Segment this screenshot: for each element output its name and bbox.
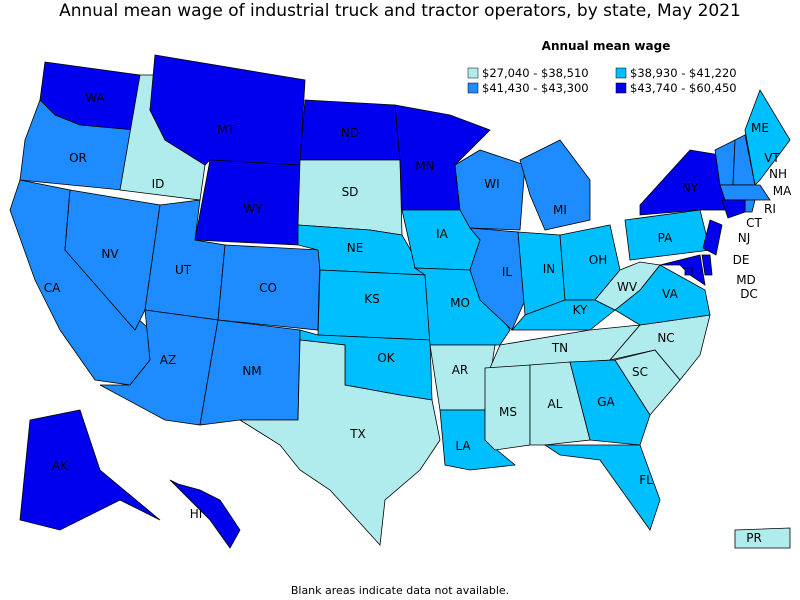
footnote: Blank areas indicate data not available. [291, 584, 509, 597]
state-label: IA [436, 227, 449, 241]
legend-label: $27,040 - $38,510 [482, 66, 589, 80]
state-label: GA [597, 395, 615, 409]
state-label: KY [573, 303, 588, 317]
state-label: NE [347, 241, 364, 255]
state [719, 184, 771, 201]
state-label: AK [52, 459, 69, 473]
state [569, 359, 651, 446]
state-label: CT [746, 216, 762, 230]
state-label: CO [259, 281, 277, 295]
state-label: OK [377, 351, 395, 365]
state [543, 444, 661, 531]
state-label: TX [349, 427, 366, 441]
state-label: AR [452, 363, 469, 377]
state-label: AL [548, 397, 563, 411]
legend-title: Annual mean wage [542, 39, 671, 53]
state [702, 219, 723, 256]
state [519, 139, 591, 231]
state-label: DC [740, 287, 758, 301]
state [744, 89, 791, 186]
state [454, 149, 526, 231]
state-label: CA [44, 281, 61, 295]
state-label: PR [746, 531, 762, 545]
state [701, 254, 713, 276]
state-label: NH [769, 167, 787, 181]
state-label: FL [639, 473, 653, 487]
state [734, 527, 791, 549]
title: Annual mean wage of industrial truck and… [59, 1, 741, 21]
state-label: ME [751, 121, 769, 135]
state [149, 54, 306, 166]
state-label: SC [632, 365, 648, 379]
state-label: VT [764, 151, 780, 165]
legend-label: $41,430 - $43,300 [482, 81, 589, 95]
state-label: TN [551, 341, 568, 355]
state-label: WA [85, 91, 105, 105]
state [721, 199, 746, 219]
state [744, 199, 756, 213]
state-label: WI [484, 177, 499, 191]
state-label: NJ [738, 231, 751, 245]
state-label: OH [589, 253, 607, 267]
state-label: NV [101, 247, 119, 261]
state-label: VA [662, 287, 678, 301]
state [238, 339, 441, 546]
legend-swatch [467, 82, 479, 94]
state-label: MT [217, 123, 235, 137]
state-label: IN [543, 262, 556, 276]
state-label: ID [152, 177, 165, 191]
state-label: NY [682, 181, 699, 195]
state-label: WV [617, 280, 638, 294]
state-label: MA [773, 184, 792, 198]
state-label: ND [341, 126, 359, 140]
state [659, 254, 706, 286]
legend-swatch [615, 82, 627, 94]
state-label: DE [733, 253, 750, 267]
state-label: NC [657, 331, 674, 345]
state-label: MN [415, 159, 434, 173]
state [169, 479, 241, 549]
state-label: NM [242, 364, 261, 378]
state-label: WY [243, 202, 263, 216]
state-label: MS [499, 405, 517, 419]
state-label: HI [190, 507, 203, 521]
legend-label: $38,930 - $41,220 [630, 66, 737, 80]
state-label: SD [342, 185, 359, 199]
legend-swatch [467, 67, 479, 79]
legend-swatch [615, 67, 627, 79]
state-label: LA [455, 439, 471, 453]
state-label: OR [69, 151, 87, 165]
state [19, 409, 161, 531]
state-label: RI [764, 202, 776, 216]
state-label: MD [736, 273, 756, 287]
state-label: KS [364, 292, 380, 306]
legend-label: $43,740 - $60,450 [630, 81, 737, 95]
state-label: AZ [160, 353, 176, 367]
state-label: IL [502, 265, 513, 279]
state-label: MO [450, 296, 470, 310]
state-label: UT [175, 263, 192, 277]
state-label: MI [553, 203, 567, 217]
state [684, 267, 693, 276]
state-label: PA [658, 231, 673, 245]
state [64, 189, 161, 331]
